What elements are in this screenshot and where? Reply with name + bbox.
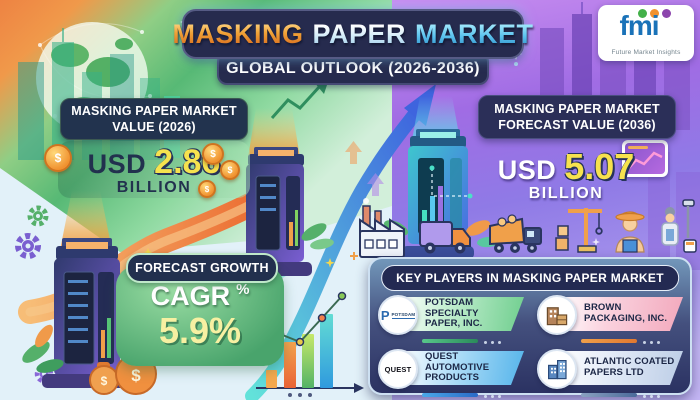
painter-icon bbox=[661, 199, 697, 253]
coin-icon: $ bbox=[202, 143, 224, 165]
tower-left bbox=[42, 190, 132, 388]
progress-bar bbox=[422, 393, 478, 397]
potsdam-logo: P POTSDAM bbox=[378, 295, 418, 335]
chart-card-icon bbox=[622, 140, 668, 177]
dump-truck-icon bbox=[489, 214, 542, 253]
key-players-panel: KEY PLAYERS IN MASKING PAPER MARKET P PO… bbox=[368, 257, 692, 398]
building-box-icon bbox=[546, 307, 568, 326]
cagr-percent-symbol: % bbox=[236, 281, 250, 298]
title-word-1: MASKING bbox=[172, 18, 304, 49]
forecast-2036-label-line1: MASKING PAPER MARKET bbox=[494, 102, 660, 116]
coin-icon: $ bbox=[198, 180, 216, 198]
forecast-growth-label: FORECAST GROWTH bbox=[126, 253, 278, 283]
key-player-quest: QUEST QUEST AUTOMOTIVE PRODUCTS bbox=[376, 349, 525, 398]
svg-text:$: $ bbox=[131, 366, 141, 385]
progress-dots bbox=[643, 341, 660, 344]
coin-icon: $ bbox=[220, 160, 240, 180]
fmi-logo: fmi Future Market Insights bbox=[598, 5, 694, 61]
svg-text:$: $ bbox=[101, 374, 108, 388]
value-2026-label-line1: MASKING PAPER MARKET bbox=[71, 104, 237, 118]
cagr-metric: CAGR bbox=[150, 281, 231, 311]
mail-dot-icon bbox=[650, 9, 659, 18]
title-word-3: MARKET bbox=[415, 18, 534, 49]
fmi-contact-dots bbox=[638, 9, 671, 18]
tower-center bbox=[238, 108, 312, 276]
forecast-2036-unit: BILLION bbox=[528, 185, 604, 202]
value-2026-currency: USD bbox=[87, 148, 147, 179]
progress-dots bbox=[484, 341, 501, 344]
progress-bar bbox=[581, 393, 637, 397]
progress-dots bbox=[484, 395, 501, 398]
fmi-tagline: Future Market Insights bbox=[611, 49, 681, 56]
building-icon bbox=[548, 360, 567, 380]
user-dot-icon bbox=[662, 9, 671, 18]
key-player-potsdam: P POTSDAM POTSDAM SPECIALTY PAPER, INC. bbox=[376, 295, 525, 344]
forecast-2036-label: MASKING PAPER MARKET FORECAST VALUE (203… bbox=[478, 95, 676, 139]
factory-icon bbox=[359, 198, 405, 258]
progress-bar bbox=[581, 339, 637, 343]
value-2026-label: MASKING PAPER MARKET VALUE (2026) bbox=[60, 98, 248, 140]
key-player-brown: BROWN PACKAGING, INC. bbox=[535, 295, 684, 344]
value-2026-label-line2: VALUE (2026) bbox=[112, 120, 196, 134]
forecast-2036-currency: USD bbox=[497, 155, 557, 185]
brown-packaging-logo bbox=[537, 295, 577, 335]
key-player-atlantic: ATLANTIC COATED PAPERS LTD bbox=[535, 349, 684, 398]
phone-dot-icon bbox=[638, 9, 647, 18]
coin-icon: $ bbox=[44, 144, 72, 172]
key-players-grid: P POTSDAM POTSDAM SPECIALTY PAPER, INC. bbox=[376, 295, 684, 398]
crane-icon bbox=[555, 208, 603, 253]
fmi-wordmark: fmi bbox=[619, 10, 660, 41]
progress-dots bbox=[643, 395, 660, 398]
progress-bar bbox=[422, 339, 478, 343]
forecast-2036-amount: 5.07 bbox=[564, 146, 635, 187]
title-word-2: PAPER bbox=[312, 18, 407, 49]
atlantic-logo bbox=[537, 349, 577, 389]
value-2026-unit: BILLION bbox=[116, 178, 192, 196]
box-truck-icon bbox=[419, 221, 471, 254]
quest-logo: QUEST bbox=[378, 349, 418, 389]
title-banner: MASKING PAPER MARKET bbox=[172, 9, 533, 59]
cagr-value: 5.9% bbox=[158, 310, 242, 351]
forecast-2036-value: USD 5.07 BILLION bbox=[482, 146, 650, 203]
forecast-2036-label-line2: FORECAST VALUE (2036) bbox=[498, 118, 656, 132]
key-players-title: KEY PLAYERS IN MASKING PAPER MARKET bbox=[381, 265, 679, 291]
construction-worker-icon bbox=[615, 211, 645, 253]
